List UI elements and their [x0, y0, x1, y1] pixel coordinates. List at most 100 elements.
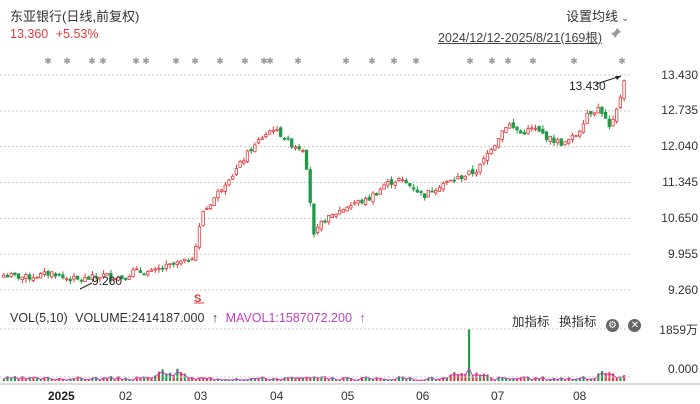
candle-body [116, 276, 120, 281]
volume-bar [91, 377, 94, 381]
candle-body [360, 199, 364, 204]
event-marker: ✱ [216, 56, 224, 66]
volume-bar [283, 377, 286, 381]
volume-bar [482, 373, 485, 381]
volume-bar [80, 377, 83, 381]
candle-body [260, 137, 264, 140]
volume-bar [187, 377, 190, 381]
candle-body [327, 215, 331, 223]
volume-bar [324, 376, 327, 381]
price-axis-label: 13.430 [661, 68, 698, 82]
volume-bar [257, 377, 260, 381]
pin-icon[interactable] [610, 27, 622, 42]
volume-bar [39, 379, 42, 381]
date-range-link[interactable]: 2024/12/12-2025/8/21(169根) [438, 31, 603, 45]
candle-body [567, 139, 571, 144]
candle-body [105, 273, 109, 276]
candle-body [448, 179, 453, 182]
candle-body [437, 186, 442, 192]
volume-bar [549, 379, 552, 381]
volume-bar [335, 379, 338, 381]
candle-body [500, 130, 504, 140]
volume-bar [331, 376, 334, 381]
up-arrow-icon: ↑ [211, 311, 219, 325]
volume-bar [346, 377, 349, 381]
candle-body [109, 272, 113, 280]
candle-body [238, 161, 242, 168]
volume-value: VOLUME:2414187.000 [75, 311, 205, 325]
event-marker: ✱ [368, 56, 376, 66]
candle-body [249, 148, 253, 152]
candle-body [493, 145, 497, 151]
candle-body [378, 188, 383, 195]
candle-body [271, 129, 275, 132]
volume-bar [309, 377, 312, 381]
candle-body [471, 169, 475, 174]
volume-bar [305, 376, 308, 381]
candle-body [463, 175, 467, 180]
candle-body [585, 112, 589, 124]
volume-bar [567, 377, 570, 381]
volume-bar [578, 377, 581, 381]
candle-body [61, 274, 65, 279]
candle-body [138, 270, 143, 274]
volume-bar [512, 378, 515, 381]
candle-body [411, 187, 416, 190]
up-arrow-icon: ↑ [359, 311, 366, 325]
volume-tools: 加指标 换指标 ⚙ ✕ [512, 311, 647, 332]
volume-bar [586, 379, 589, 381]
volume-bar [139, 377, 142, 381]
candle-body [541, 128, 545, 134]
candle-body [559, 138, 563, 146]
candle-body [592, 112, 597, 115]
candle-body [563, 141, 567, 146]
candle-body [581, 123, 586, 133]
volume-bar [301, 377, 304, 381]
candle-body [622, 80, 626, 100]
volume-bar [589, 378, 592, 381]
ma-settings-button[interactable]: 设置均线 ⌄ [566, 6, 629, 25]
volume-bar [534, 377, 537, 381]
candle-body [611, 119, 615, 127]
candle-body [574, 135, 578, 138]
signal-marker[interactable]: S [194, 293, 201, 305]
event-marker: ✱ [342, 56, 350, 66]
candle-body [267, 130, 272, 135]
event-marker: ✱ [99, 56, 107, 66]
volume-bar [438, 378, 441, 381]
candle-body [330, 214, 335, 218]
candle-body [589, 110, 593, 115]
price-axis-label: 12.735 [661, 103, 698, 117]
event-marker: ✱ [63, 56, 71, 66]
x-axis-label: 06 [416, 389, 430, 403]
add-indicator-button[interactable]: 加指标 [512, 315, 550, 329]
volume-bar [294, 377, 297, 381]
volume-bar [383, 378, 386, 381]
high-label: 13.430 [569, 79, 606, 93]
candle-body [39, 273, 43, 279]
candle-body [312, 203, 316, 235]
close-icon[interactable]: ✕ [628, 319, 642, 332]
volume-bar [541, 376, 544, 381]
volume-bar [408, 376, 412, 381]
volume-bar [72, 378, 76, 381]
volume-bar [360, 377, 364, 381]
candle-body [555, 139, 560, 144]
volume-bar [36, 376, 39, 381]
event-marker: ✱ [570, 56, 578, 66]
volume-bar [497, 376, 500, 381]
candle-body [208, 204, 213, 209]
volume-bar [205, 377, 208, 381]
candle-body [315, 226, 320, 234]
candle-body [57, 273, 61, 276]
candle-body [186, 259, 191, 262]
candle-body [64, 277, 69, 280]
gear-icon[interactable]: ⚙ [606, 319, 619, 332]
candle-body [544, 131, 549, 141]
candle-body [46, 270, 50, 276]
switch-indicator-button[interactable]: 换指标 [559, 315, 597, 329]
candle-body [83, 277, 87, 283]
candle-body [5, 274, 10, 278]
volume-bar [516, 378, 519, 381]
